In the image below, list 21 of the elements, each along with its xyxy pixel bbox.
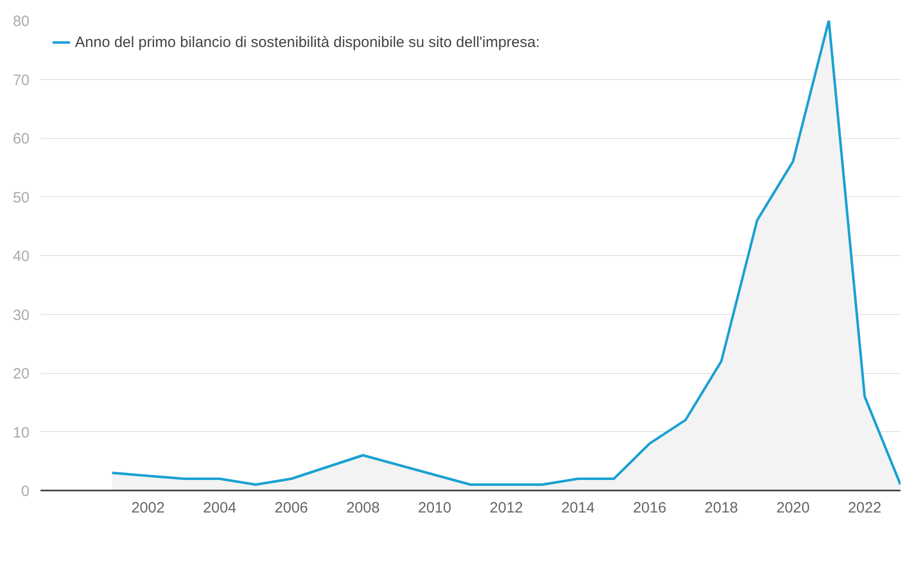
x-tick-label: 2008 xyxy=(346,500,380,516)
y-tick-label: 10 xyxy=(12,424,30,442)
x-tick-label: 2006 xyxy=(274,500,308,516)
y-tick-label: 70 xyxy=(12,72,30,89)
x-tick-label: 2016 xyxy=(632,500,666,516)
y-tick-label: 50 xyxy=(12,189,30,206)
y-tick-label: 0 xyxy=(21,483,30,500)
y-tick-label: 30 xyxy=(12,306,30,324)
x-tick-label: 2004 xyxy=(202,500,236,516)
y-tick-label: 60 xyxy=(12,130,30,148)
y-tick-label: 80 xyxy=(12,13,30,30)
x-tick-label: 2012 xyxy=(490,500,524,516)
x-tick-label: 2010 xyxy=(418,500,452,516)
x-tick-label: 2022 xyxy=(848,500,882,516)
y-tick-label: 40 xyxy=(12,248,30,265)
legend-label: Anno del primo bilancio di sostenibilità disponibile su sito dell'impresa: xyxy=(75,34,540,50)
x-tick-label: 2020 xyxy=(776,500,810,516)
x-tick-label: 2018 xyxy=(704,500,738,516)
x-tick-label: 2002 xyxy=(131,500,165,516)
x-tick-label: 2014 xyxy=(561,500,595,516)
y-tick-label: 20 xyxy=(12,366,30,382)
